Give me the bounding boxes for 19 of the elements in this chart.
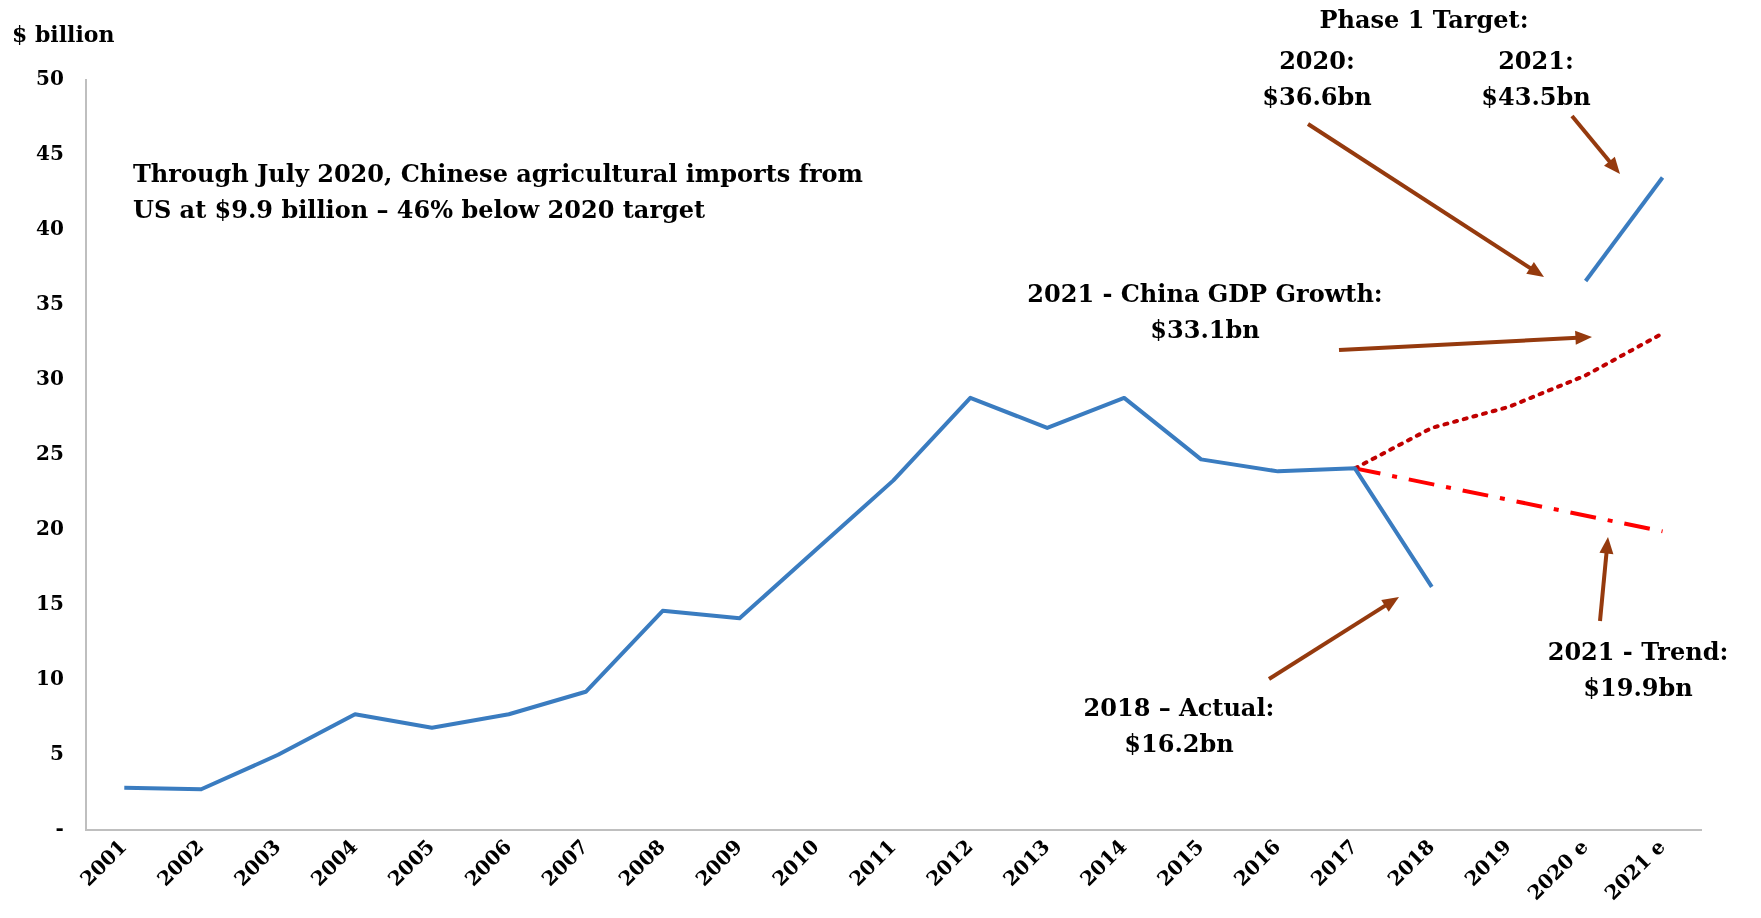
annotation: 2018 – Actual: $16.2bn: [1083, 693, 1275, 759]
y-tick-label: 25: [35, 441, 64, 466]
y-tick-label: 15: [35, 591, 64, 616]
annotation: 2021: $43.5bn: [1481, 46, 1591, 112]
y-tick-label: 20: [35, 516, 64, 541]
y-tick-label: 5: [49, 740, 64, 765]
y-tick-label: 50: [35, 66, 64, 91]
y-axis-title: $ billion: [12, 20, 115, 47]
text: Phase 1 Target:: [1319, 5, 1529, 35]
y-tick-label: 35: [35, 291, 64, 316]
y-tick-label: 10: [35, 666, 64, 690]
y-tick-label: 45: [35, 141, 64, 166]
y-tick-label: -: [55, 815, 64, 840]
annotation: Through July 2020, Chinese agricultural imports from US at $9.9 billion – 46% below 2020 target: [133, 159, 863, 225]
y-tick-label: 40: [35, 216, 64, 241]
y-tick-label: 30: [35, 366, 64, 391]
annotation: 2021 - China GDP Growth: $33.1bn: [1027, 279, 1383, 345]
annotation: 2021 - Trend: $19.9bn: [1547, 637, 1729, 703]
annotation: 2020: $36.6bn: [1262, 46, 1372, 112]
